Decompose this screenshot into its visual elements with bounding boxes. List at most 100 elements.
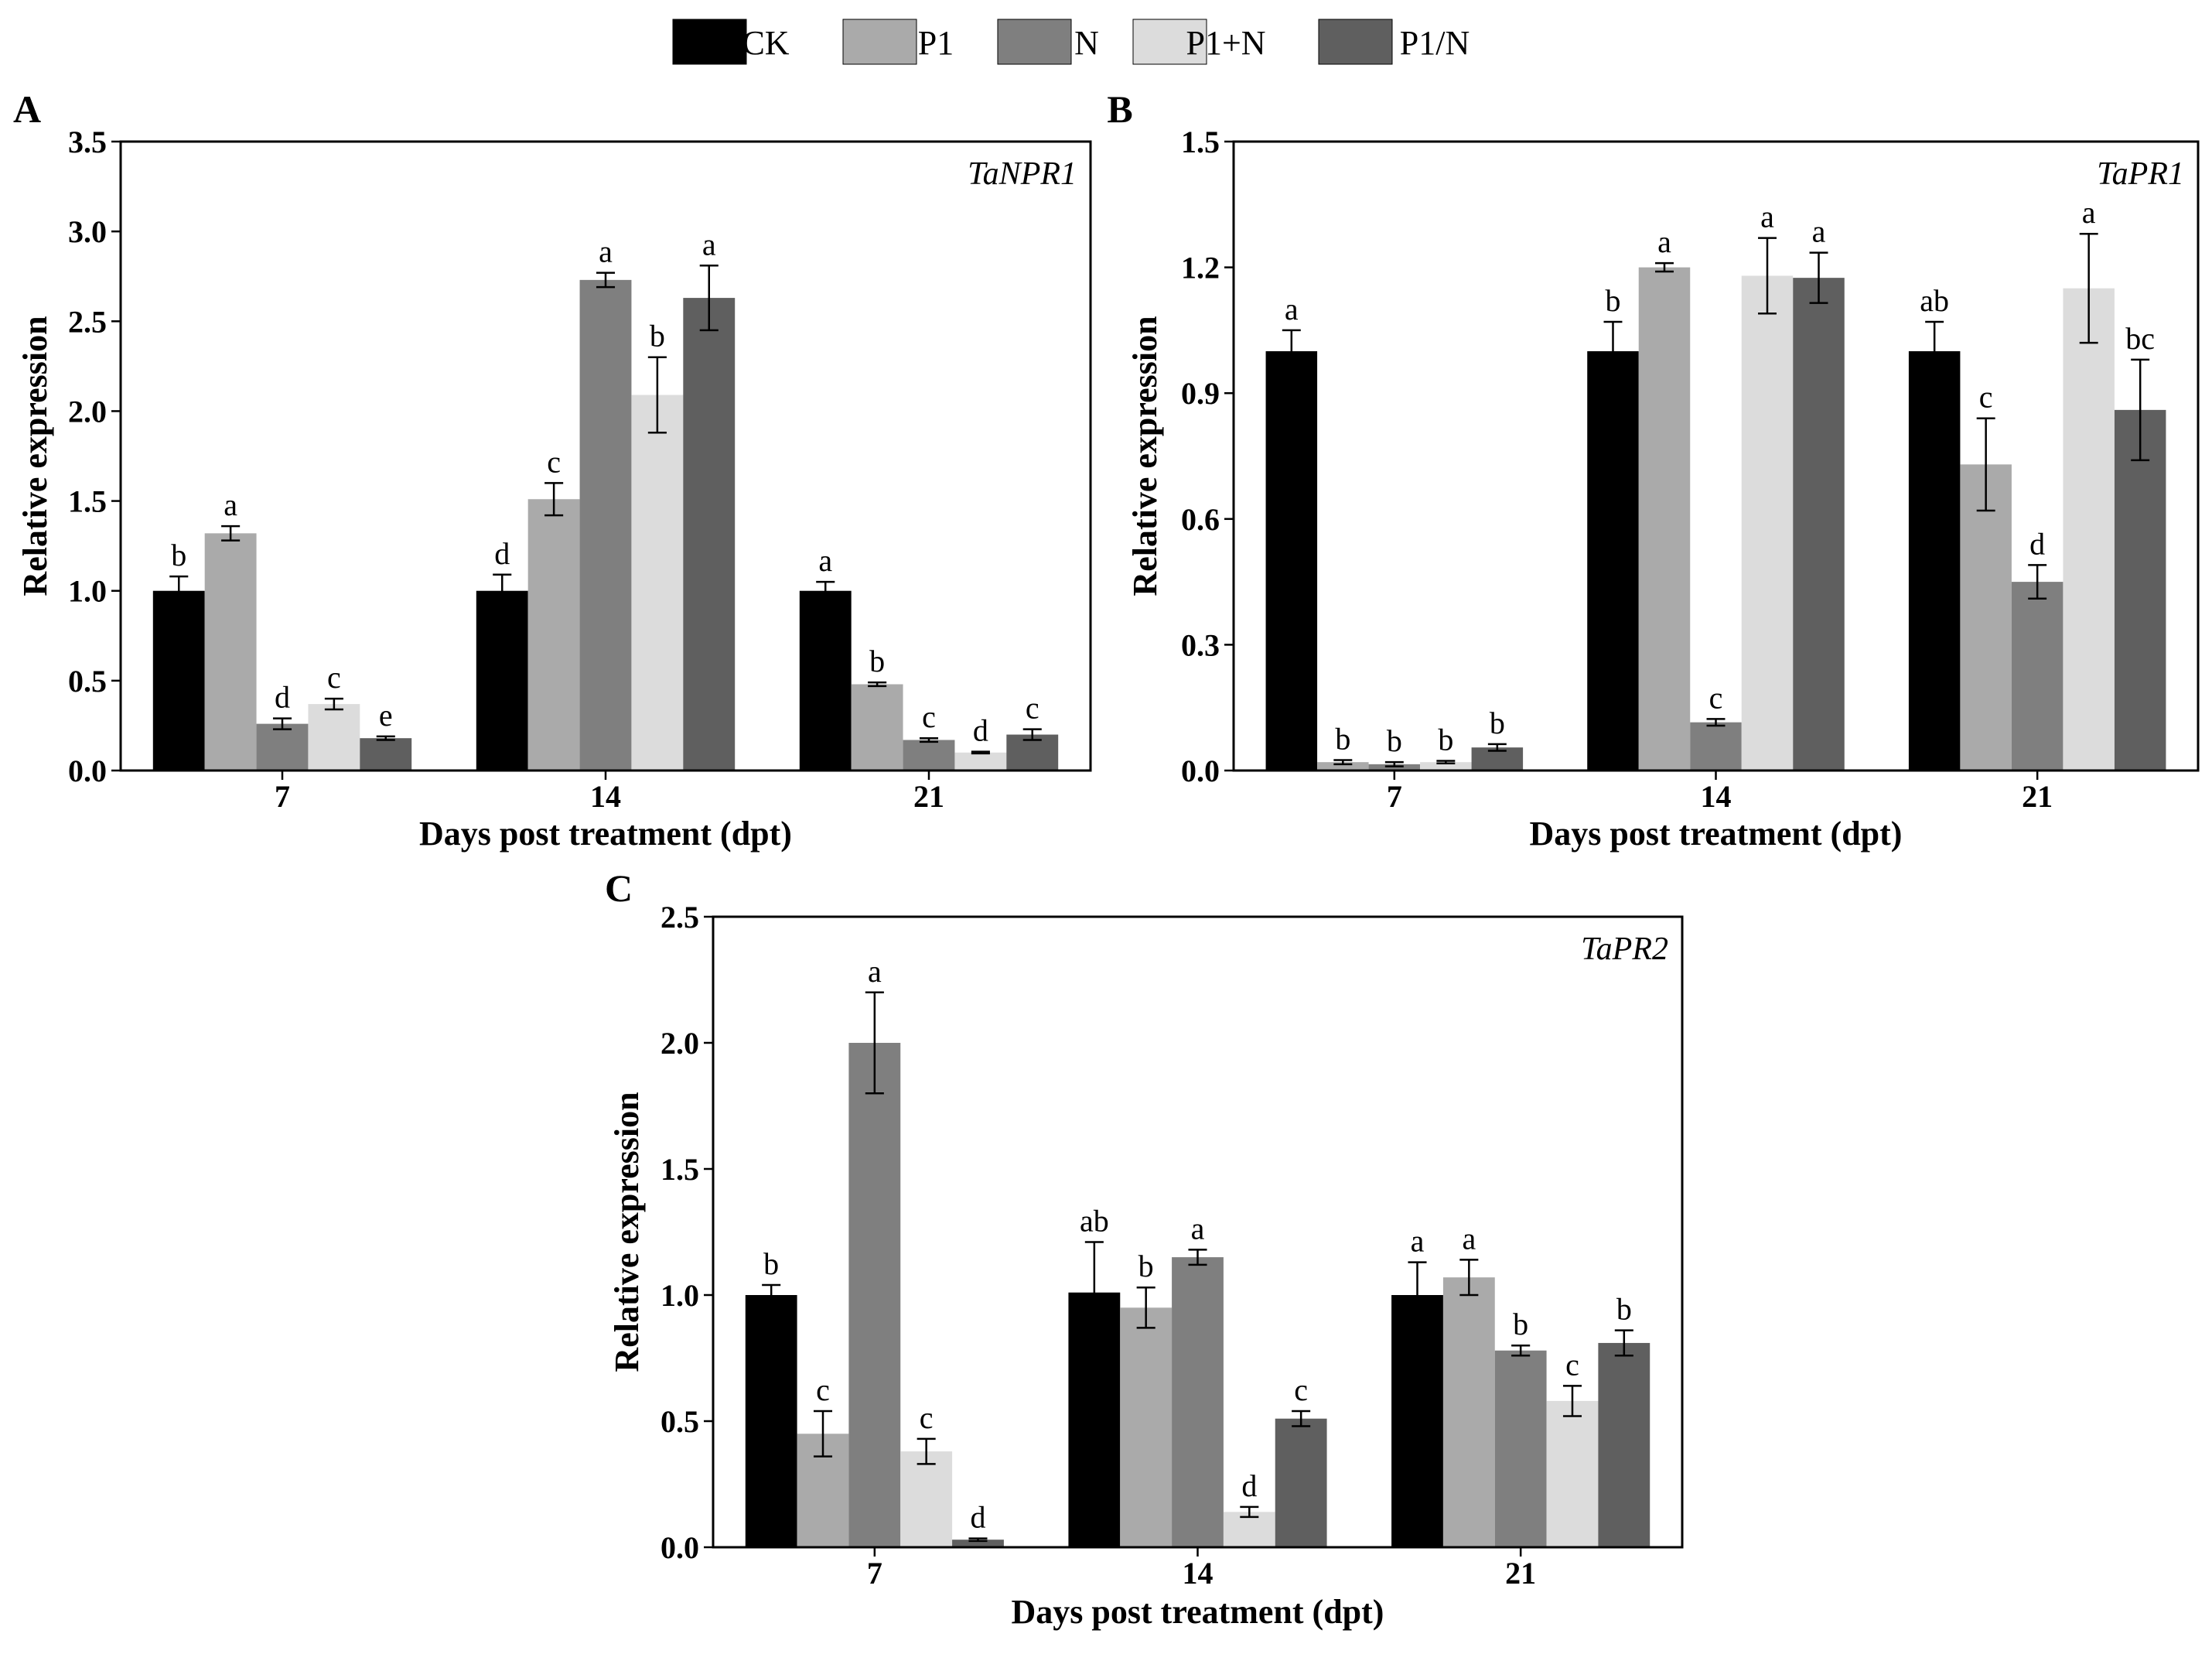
sig-label: b	[1513, 1307, 1528, 1341]
bar-P1-21	[1442, 1277, 1495, 1547]
sig-label: c	[922, 699, 936, 734]
y-tick-label: 2.5	[68, 304, 107, 339]
y-tick-label: 0.6	[1181, 502, 1220, 537]
sig-label: a	[1462, 1221, 1476, 1256]
bar-P1-14	[1120, 1307, 1173, 1547]
bar-P1+N-7	[1420, 762, 1472, 771]
sig-label: a	[1760, 200, 1774, 234]
sig-label: a	[2082, 195, 2096, 230]
sig-label: a	[818, 543, 832, 578]
sig-label: d	[1241, 1468, 1257, 1503]
panel-letter: A	[13, 87, 41, 131]
sig-label: c	[816, 1372, 830, 1407]
panel-letter: C	[605, 866, 633, 910]
bar-P1-7	[1317, 762, 1369, 771]
x-tick-label: 21	[2022, 779, 2053, 814]
legend-label-0: CK	[742, 24, 789, 62]
sig-label: d	[275, 680, 290, 715]
sig-label: b	[869, 644, 885, 678]
sig-label: a	[1812, 214, 1826, 249]
x-tick-label: 7	[1387, 779, 1402, 814]
y-tick-label: 1.5	[1181, 125, 1220, 159]
sig-label: b	[1490, 706, 1505, 740]
sig-label: d	[2029, 526, 2045, 561]
x-tick-label: 21	[1505, 1556, 1536, 1591]
sig-label: a	[702, 227, 716, 261]
panels: A TaNPR1 0.0 0.5 1.0 1.5 2.0 2.5 3.0 3.5 7 b a d c e 14 d…	[13, 87, 2200, 1631]
y-tick-label: 1.2	[1181, 251, 1220, 285]
bar-P1/N-7	[952, 1540, 1004, 1547]
legend-label-1: P1	[918, 24, 954, 62]
y-tick-label: 3.0	[68, 214, 107, 249]
sig-label: c	[547, 444, 561, 479]
gene-label: TaNPR1	[968, 156, 1077, 192]
y-tick-label: 0.3	[1181, 627, 1220, 662]
legend-label-4: P1/N	[1400, 24, 1470, 62]
x-axis-title: Days post treatment (dpt)	[419, 815, 792, 853]
bar-P1/N-14	[1793, 278, 1845, 771]
y-tick-label: 0.0	[1181, 754, 1220, 788]
y-tick-label: 0.5	[68, 664, 107, 699]
sig-label: c	[1294, 1372, 1308, 1407]
sig-label: c	[1565, 1347, 1579, 1382]
bar-P1/N-7	[360, 738, 412, 771]
y-tick-label: 2.0	[68, 394, 107, 429]
sig-label: b	[650, 319, 665, 354]
bar-P1+N-7	[308, 704, 360, 771]
bar-N-7	[848, 1043, 901, 1547]
bar-N-7	[256, 723, 309, 771]
bar-P1+N-21	[954, 752, 1007, 771]
sig-label: b	[763, 1246, 779, 1281]
sig-label: b	[1616, 1292, 1632, 1327]
gene-label: TaPR1	[2097, 156, 2184, 192]
bar-CK-14	[1587, 351, 1639, 771]
plot-frame	[712, 915, 1684, 1549]
sig-label: ab	[1920, 283, 1949, 318]
x-tick-label: 7	[867, 1556, 882, 1591]
plot-frame	[119, 140, 1092, 772]
sig-label: a	[868, 954, 882, 989]
sig-label: b	[1605, 283, 1620, 318]
panel-A: A TaNPR1 0.0 0.5 1.0 1.5 2.0 2.5 3.0 3.5 7 b a d c e 14 d…	[13, 87, 1092, 853]
sig-label: a	[224, 487, 237, 522]
legend-swatch-2	[997, 19, 1072, 65]
x-tick-label: 21	[913, 779, 944, 814]
sig-label: a	[599, 234, 613, 269]
legend-swatch-0	[672, 19, 747, 65]
bar-P1-21	[1960, 464, 2012, 771]
bar-CK-7	[745, 1295, 797, 1547]
legend-swatch-1	[842, 19, 917, 65]
bar-CK-21	[1908, 351, 1961, 771]
bar-N-14	[579, 279, 632, 771]
bar-P1-14	[1638, 267, 1691, 771]
y-tick-label: 0.0	[68, 754, 107, 788]
bar-P1+N-14	[631, 395, 684, 771]
bar-P1-21	[851, 684, 903, 771]
sig-label: bc	[2125, 321, 2155, 356]
legend: CK P1 N P1+N P1/N	[672, 19, 1470, 65]
y-tick-label: 3.5	[68, 125, 107, 159]
sig-label: c	[1979, 380, 1993, 415]
sig-label: a	[1657, 224, 1671, 259]
y-tick-label: 2.5	[661, 900, 699, 935]
sig-label: b	[1335, 721, 1350, 756]
sig-label: c	[327, 660, 341, 695]
y-tick-label: 0.5	[661, 1404, 699, 1439]
y-tick-label: 2.0	[661, 1026, 699, 1061]
sig-label: a	[1285, 292, 1299, 326]
x-axis-title: Days post treatment (dpt)	[1012, 1593, 1384, 1631]
x-axis-title: Days post treatment (dpt)	[1530, 815, 1903, 853]
y-tick-label: 1.0	[68, 574, 107, 609]
bar-N-14	[1690, 722, 1742, 771]
bar-P1-14	[527, 499, 580, 771]
y-axis-title: Relative expression	[16, 316, 54, 596]
y-tick-label: 0.0	[661, 1530, 699, 1565]
panel-letter: B	[1107, 87, 1132, 131]
gene-label: TaPR2	[1581, 931, 1668, 967]
sig-label: b	[1438, 723, 1453, 757]
legend-swatch-4	[1318, 19, 1393, 65]
y-tick-label: 1.0	[661, 1278, 699, 1313]
sig-label: d	[973, 713, 988, 748]
y-tick-label: 0.9	[1181, 376, 1220, 411]
